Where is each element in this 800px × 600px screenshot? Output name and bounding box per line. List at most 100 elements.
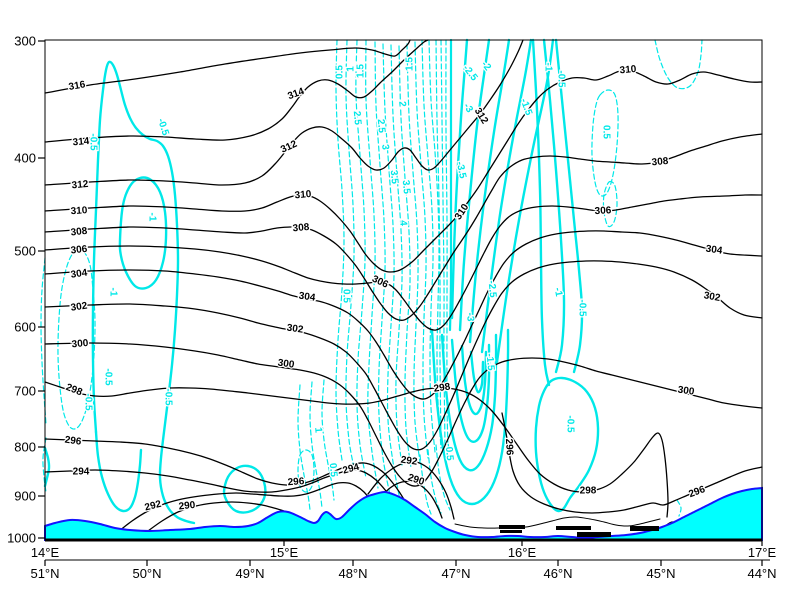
secondary-contour-label: -0.5 [555,70,566,88]
isentrope-contour-line [454,516,661,529]
secondary-field-contour-line [531,38,551,387]
secondary-contour-label: -1 [542,63,553,72]
secondary-field-contour-line [602,180,618,228]
isentrope-contour-label: 300 [277,358,295,371]
secondary-contour-label: 1.5 [405,57,416,71]
secondary-field-contour-line [440,333,498,472]
longitude-tick-label: 15°E [270,545,299,560]
secondary-contour-label: 1 [346,66,357,72]
secondary-field-contour-line [374,41,391,496]
secondary-field-contour-line [440,39,446,446]
secondary-contour-label: -1 [146,213,157,222]
secondary-field-contour-line [398,45,412,469]
secondary-contour-label: -2 [479,59,493,73]
secondary-field-contour-line [419,454,432,515]
isentrope-contour-label: 296 [687,484,707,500]
secondary-field-contour-line [591,89,619,197]
isentrope-contour-line [44,69,763,273]
secondary-contour-label: -1 [552,287,564,298]
secondary-contour-label: 3.5 [400,180,412,195]
isentrope-contour-label: 302 [286,323,304,336]
secondary-field-contour-line [480,38,533,354]
isentrope-contour-label: 306 [370,274,390,291]
isentrope-contour-line [44,39,524,186]
longitude-tick-label: 17°E [748,545,777,560]
latitude-tick-label: 48°N [338,566,367,581]
secondary-field-contour-line [430,328,510,506]
secondary-field-contour-line [345,39,355,469]
isentrope-contour-label: 304 [705,244,723,257]
secondary-contour-label: -0.5 [576,299,587,317]
isentrope-contour-label: 300 [71,338,89,350]
isentrope-contour-line [367,460,455,520]
secondary-field-contour-line [542,38,566,374]
pressure-tick-label: 900 [14,489,36,504]
secondary-contour-label: -1 [107,288,118,297]
secondary-field-contour-line [406,43,421,463]
isentrope-contour-line [377,480,443,519]
secondary-contour-label: 2.5 [375,119,387,134]
secondary-field-contour-line [118,176,168,290]
secondary-field-contour-line [355,39,367,479]
isentrope-contour-label: 304 [298,291,316,304]
isentrope-contour-label: 298 [580,486,597,497]
surface-data-bar [577,532,611,537]
surface-data-bar [499,525,525,529]
secondary-field-contour-line [554,38,584,374]
isentrope-contour-line [117,481,375,533]
isentrope-contour-label: 292 [144,499,163,514]
isentrope-contour-label: 310 [294,189,312,201]
latitude-tick-label: 44°N [747,566,776,581]
isentrope-contour-label: 312 [71,179,89,191]
isentrope-contour-label: 314 [72,136,90,148]
isentrope-contour-label: 302 [703,290,722,304]
isentrope-contour-line [44,381,669,518]
secondary-contour-label: -0.5 [155,117,171,137]
secondary-field-contour-line [309,381,323,509]
longitude-tick-label: 16°E [508,545,537,560]
secondary-field-contour-line [458,38,491,332]
secondary-contour-label: 0.5 [327,463,339,478]
pressure-tick-label: 1000 [7,531,36,546]
secondary-contour-label: 2 [396,101,407,108]
latitude-tick-label: 49°N [235,566,264,581]
secondary-field-contour-line [365,39,379,489]
secondary-contour-label: -1.5 [484,353,496,372]
isentrope-contour-line [501,412,763,514]
isentrope-contour-line [147,501,285,532]
secondary-field-contour-line [495,38,555,364]
secondary-field-contour-line [297,384,311,511]
surface-data-bar [630,526,659,531]
isentrope-contour-label: 290 [178,500,196,513]
isentrope-contour-label: 298 [433,381,451,394]
isentrope-contour-label: 292 [400,455,418,468]
isentrope-contour-label: 308 [651,156,669,168]
latitude-tick-label: 47°N [441,566,470,581]
secondary-contour-label: 1 [312,427,323,434]
isentrope-contour-line [44,260,763,451]
secondary-contour-label: 0.5 [335,65,346,79]
secondary-field-contour-line [94,430,143,513]
isentrope-contour-label: 294 [73,467,90,478]
isentrope-contour-label: 302 [70,300,88,313]
isentrope-contour-label: 296 [503,438,515,456]
isentrope-contour-label: 296 [64,435,82,448]
secondary-contour-label: -0.5 [87,133,98,151]
secondary-field-contour-line [450,38,469,320]
pressure-tick-label: 600 [14,320,36,335]
isentrope-contour-line [44,438,411,512]
secondary-contour-label: -3 [464,312,475,322]
isentrope-contour-label: 308 [70,226,88,239]
isentrope-contour-label: 308 [292,222,310,234]
isentrope-contour-label: 310 [70,205,88,217]
secondary-contour-label: 2.5 [351,111,363,126]
isentrope-contour-label: 298 [64,382,84,399]
pressure-tick-label: 800 [14,440,36,455]
isentrope-contour-line [44,469,400,511]
secondary-contour-label: -0.5 [162,388,173,406]
secondary-contour-label: -0.5 [102,368,113,386]
secondary-contour-label: -0.5 [443,443,455,462]
secondary-field-contour-line [321,379,335,501]
secondary-field-contour-line [435,39,442,441]
